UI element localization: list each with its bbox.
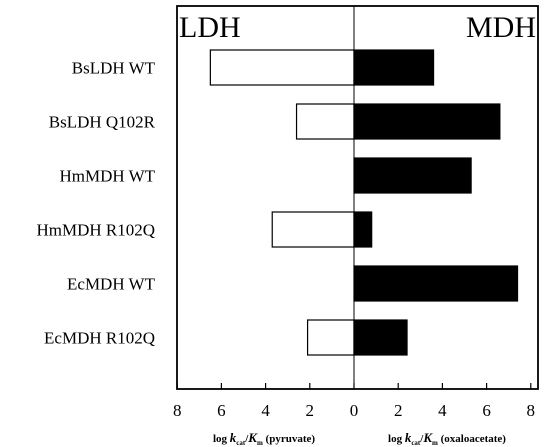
bar-ldh — [209, 49, 355, 86]
x-tick-label: 6 — [482, 401, 491, 420]
category-label: HmMDH R102Q — [36, 221, 155, 240]
category-label: EcMDH WT — [67, 275, 156, 294]
bar-mdh — [353, 103, 501, 140]
category-label: EcMDH R102Q — [44, 329, 155, 348]
bar-mdh — [353, 157, 472, 194]
bar-ldh — [271, 211, 355, 248]
bar-mdh — [353, 211, 373, 248]
category-label: HmMDH WT — [59, 167, 155, 186]
x-tick-label: 6 — [217, 401, 226, 420]
category-labels: BsLDH WT BsLDH Q102R HmMDH WT HmMDH R102Q Ec… — [36, 59, 155, 348]
x-tick-label: 2 — [306, 401, 315, 420]
panel-label-right: MDH — [466, 11, 536, 44]
bar-mdh — [353, 265, 519, 302]
bar-mdh — [353, 49, 435, 86]
category-label: BsLDH WT — [72, 59, 156, 78]
x-tick-label: 4 — [438, 401, 447, 420]
bar-ldh — [306, 319, 355, 356]
x-tick-label: 8 — [527, 401, 536, 420]
x-tick-label: 4 — [261, 401, 270, 420]
x-tick-label: 2 — [394, 401, 403, 420]
xlabel-right: log kcat/Km (oxaloacetate) — [388, 430, 506, 447]
plot-frame — [176, 5, 539, 390]
bars-group — [209, 49, 519, 356]
xlabel-left: log kcat/Km (pyruvate) — [213, 430, 315, 447]
bar-mdh — [353, 319, 408, 356]
category-label: BsLDH Q102R — [49, 113, 156, 132]
x-ticks: 8 6 4 2 0 2 4 6 8 — [173, 383, 535, 420]
x-tick-label: 8 — [173, 401, 182, 420]
panel-label-left: LDH — [179, 11, 241, 44]
bar-ldh — [295, 103, 355, 140]
x-tick-label: 0 — [350, 401, 359, 420]
